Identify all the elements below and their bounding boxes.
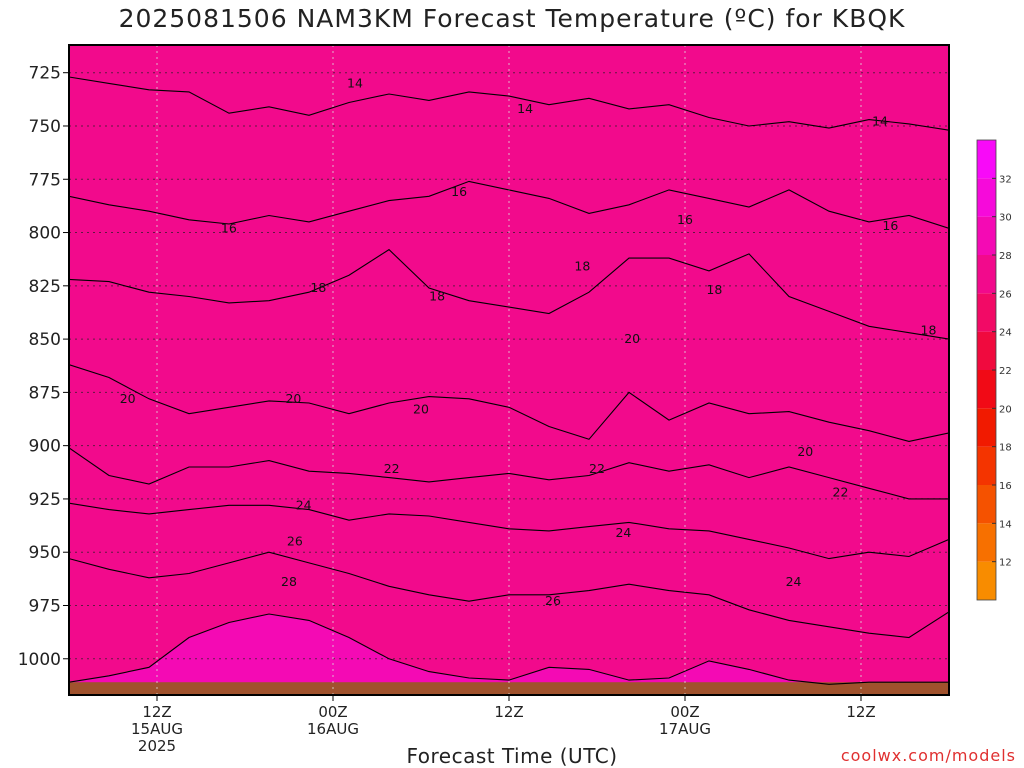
isotherm-26 <box>69 551 949 639</box>
isotherm-16 <box>69 180 949 229</box>
contour-label-14: 14 <box>872 114 888 129</box>
contour-label-18: 18 <box>310 280 326 295</box>
band-below-28 <box>69 614 949 695</box>
contour-label-20: 20 <box>285 391 301 406</box>
colorbar-swatch <box>977 178 996 217</box>
colorbar-label: 32 <box>999 174 1012 185</box>
colorbar-swatch <box>977 523 996 562</box>
x-tick-label: 12Z <box>142 703 171 721</box>
isotherm-24 <box>69 502 949 560</box>
contour-label-16: 16 <box>882 218 898 233</box>
colorbar-swatch <box>977 561 996 600</box>
colorbar-swatch <box>977 140 996 179</box>
colorbar-label: 28 <box>999 251 1012 262</box>
contour-label-24: 24 <box>615 525 631 540</box>
contour-label-26: 26 <box>287 534 303 549</box>
y-tick-label: 800 <box>29 224 61 244</box>
chart-title: 2025081506 NAM3KM Forecast Temperature (… <box>118 4 906 33</box>
isotherm-22 <box>69 447 949 500</box>
isotherm-18 <box>69 248 949 340</box>
contour-labels: 14 14 14 16 16 16 16 18 18 18 18 18 20 20 20 20 20 22 22 22… <box>120 75 937 608</box>
y-tick-label: 750 <box>29 117 61 137</box>
colorbar-label: 30 <box>999 213 1012 224</box>
y-tick-label: 775 <box>29 170 61 190</box>
contour-label-22: 22 <box>833 485 849 500</box>
isotherm-20 <box>69 364 949 442</box>
colorbar-swatch <box>977 255 996 294</box>
colorbar-swatch <box>977 446 996 485</box>
x-tick-label: 12Z <box>494 703 523 721</box>
y-axis: 725 750 775 800 825 850 875 900 925 950 975 1000 <box>18 64 69 670</box>
contour-label-18: 18 <box>706 282 722 297</box>
contour-label-16: 16 <box>677 212 693 227</box>
y-tick-label: 950 <box>29 543 61 563</box>
contour-label-14: 14 <box>517 101 533 116</box>
x-tick-label: 00Z <box>670 703 699 721</box>
contour-label-16: 16 <box>451 184 467 199</box>
x-tick-label: 15AUG <box>131 720 183 738</box>
colorbar-swatch <box>977 408 996 447</box>
y-tick-label: 825 <box>29 277 61 297</box>
contour-label-26: 26 <box>545 593 561 608</box>
isotherm-contours <box>69 76 949 685</box>
colorbar-swatch <box>977 216 996 255</box>
isotherm-28 <box>69 613 949 685</box>
colorbar-label: 16 <box>999 481 1012 492</box>
colorbar-label: 26 <box>999 289 1012 300</box>
colorbar-swatch <box>977 331 996 370</box>
contour-label-20: 20 <box>624 331 640 346</box>
colorbar-label: 20 <box>999 404 1012 415</box>
colorbar-swatch <box>977 293 996 332</box>
colorbar-label: 24 <box>999 328 1012 339</box>
contour-label-18: 18 <box>574 259 590 274</box>
contour-label-18: 18 <box>429 288 445 303</box>
contour-label-22: 22 <box>384 461 400 476</box>
x-axis-label: Forecast Time (UTC) <box>406 744 618 768</box>
credit-text: coolwx.com/models <box>840 746 1016 765</box>
y-tick-label: 925 <box>29 490 61 510</box>
x-tick-label: 2025 <box>138 737 176 755</box>
y-tick-label: 725 <box>29 64 61 84</box>
contour-label-16: 16 <box>221 220 237 235</box>
colorbar: 12 14 16 18 20 22 24 26 28 30 32 <box>976 139 1012 601</box>
contour-label-20: 20 <box>413 401 429 416</box>
y-tick-label: 975 <box>29 596 61 616</box>
y-tick-label: 875 <box>29 383 61 403</box>
x-tick-label: 12Z <box>846 703 875 721</box>
contour-label-20: 20 <box>120 391 136 406</box>
y-tick-label: 850 <box>29 330 61 350</box>
contour-label-24: 24 <box>296 497 312 512</box>
colorbar-label: 12 <box>999 558 1012 569</box>
contour-label-24: 24 <box>786 574 802 589</box>
x-tick-label: 17AUG <box>659 720 711 738</box>
colorbar-swatch <box>977 485 996 524</box>
contour-label-28: 28 <box>281 574 297 589</box>
colorbar-label: 14 <box>999 519 1012 530</box>
contour-label-20: 20 <box>797 444 813 459</box>
contour-label-22: 22 <box>589 461 605 476</box>
contour-label-18: 18 <box>921 323 937 338</box>
grid-lines <box>69 45 949 695</box>
x-tick-label: 00Z <box>318 703 347 721</box>
y-tick-label: 900 <box>29 437 61 457</box>
colorbar-swatch <box>977 370 996 409</box>
y-tick-label: 1000 <box>18 650 61 670</box>
isotherm-14 <box>69 76 949 131</box>
colorbar-label: 22 <box>999 366 1012 377</box>
x-tick-label: 16AUG <box>307 720 359 738</box>
contour-label-14: 14 <box>347 75 363 90</box>
colorbar-label: 18 <box>999 443 1012 454</box>
